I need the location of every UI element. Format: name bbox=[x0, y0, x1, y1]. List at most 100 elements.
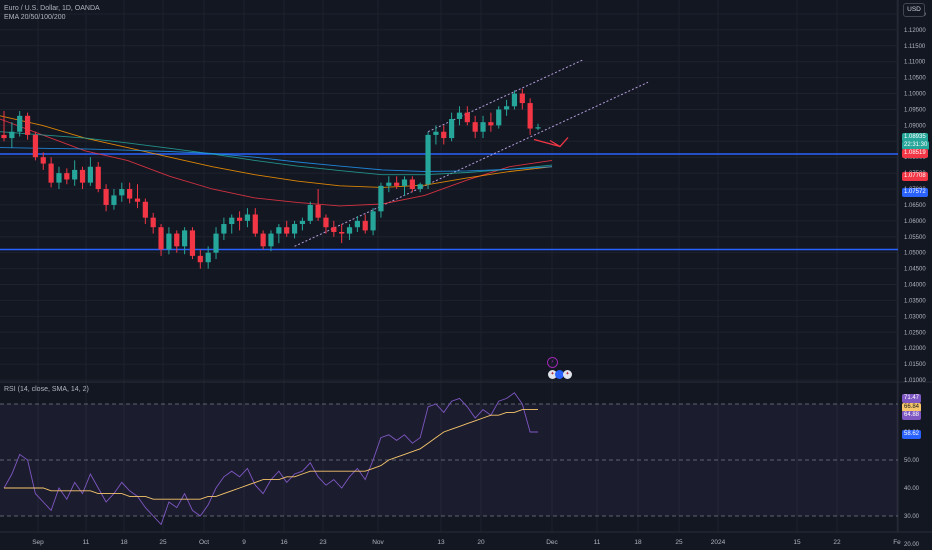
candle-body bbox=[307, 204, 313, 221]
ema-line bbox=[0, 115, 553, 188]
time-axis-label: 15 bbox=[793, 539, 801, 546]
level-badge-blue: 1.07572 bbox=[902, 188, 928, 197]
price-tick-label: 1.04500 bbox=[904, 267, 926, 273]
level-badge-red-2: 1.07708 bbox=[902, 172, 928, 181]
candle-body bbox=[409, 179, 415, 190]
support-resistance-lines[interactable] bbox=[0, 153, 898, 251]
rsi-value-badge: 58.62 bbox=[902, 430, 922, 439]
candle-body bbox=[488, 122, 494, 126]
candle-body bbox=[449, 118, 455, 139]
candle-body bbox=[213, 233, 219, 253]
price-tick-label: 1.01500 bbox=[904, 362, 926, 368]
time-axis-label: 18 bbox=[120, 539, 128, 546]
rsi-tick-label: 50.00 bbox=[904, 458, 920, 464]
candles bbox=[1, 88, 541, 269]
candle-body bbox=[56, 173, 62, 183]
time-axis-label: Fe bbox=[893, 539, 901, 546]
candle-body bbox=[174, 233, 180, 247]
rsi-legend[interactable]: RSI (14, close, SMA, 14, 2) bbox=[4, 386, 89, 393]
candle-body bbox=[323, 217, 329, 228]
candle-body bbox=[354, 220, 360, 228]
ema-line bbox=[0, 131, 553, 176]
time-axis-label: 18 bbox=[634, 539, 642, 546]
price-tick-label: 1.09500 bbox=[904, 107, 926, 113]
price-tick-label: 1.04000 bbox=[904, 283, 926, 289]
price-tick-label: 1.05500 bbox=[904, 235, 926, 241]
price-tick-label: 1.11500 bbox=[904, 44, 926, 50]
price-tick-label: 1.10000 bbox=[904, 92, 926, 98]
arrow-annotation-head bbox=[549, 137, 569, 148]
candle-body bbox=[87, 166, 93, 183]
event-marker-icon[interactable]: ⚡ bbox=[547, 357, 558, 368]
candle-body bbox=[40, 157, 46, 164]
candle-body bbox=[111, 195, 117, 205]
candle-body bbox=[535, 127, 541, 129]
annotations[interactable] bbox=[533, 137, 569, 148]
candle-body bbox=[79, 169, 86, 183]
level-badge-red-1: 1.08519 bbox=[902, 149, 928, 158]
eu-flag-icon[interactable] bbox=[555, 370, 564, 379]
candle-body bbox=[386, 182, 392, 186]
candle-body bbox=[17, 115, 23, 132]
candle-body bbox=[378, 185, 384, 212]
candle-body bbox=[480, 122, 486, 132]
time-axis-label: 2024 bbox=[710, 539, 726, 546]
candle-body bbox=[32, 134, 39, 158]
candle-body bbox=[503, 106, 510, 110]
channel-lower-line bbox=[294, 81, 649, 247]
candle-body bbox=[276, 227, 282, 234]
price-tick-label: 1.03500 bbox=[904, 298, 926, 304]
candle-body bbox=[425, 134, 431, 185]
time-axis-label: Nov bbox=[372, 539, 384, 546]
candle-body bbox=[299, 220, 306, 225]
time-axis-label: Oct bbox=[198, 539, 210, 546]
rsi-tick-label: 40.00 bbox=[904, 486, 920, 492]
candle-body bbox=[142, 201, 148, 218]
candle-body bbox=[236, 217, 243, 221]
price-tick-label: 1.03000 bbox=[904, 314, 926, 320]
candle-body bbox=[417, 184, 423, 190]
price-tick-label: 1.10500 bbox=[904, 76, 926, 82]
time-axis-label: 25 bbox=[675, 539, 683, 546]
ema-line bbox=[0, 147, 553, 172]
price-tick-label: 1.01000 bbox=[904, 378, 926, 384]
currency-button[interactable]: USD bbox=[903, 3, 925, 17]
rsi-badge-lower: 64.88 bbox=[902, 411, 922, 420]
candle-body bbox=[370, 211, 376, 231]
candle-body bbox=[24, 115, 31, 135]
time-axis-label: Dec bbox=[546, 539, 558, 546]
candle-body bbox=[205, 252, 211, 263]
candle-body bbox=[284, 227, 290, 234]
rsi-ma-badge: 66.84 bbox=[902, 403, 922, 412]
arrow-annotation-line bbox=[533, 138, 561, 148]
indicator-legend[interactable]: EMA 20/50/100/200 bbox=[4, 14, 66, 21]
symbol-title[interactable]: Euro / U.S. Dollar, 1D, OANDA bbox=[4, 5, 100, 12]
candle-body bbox=[229, 217, 235, 225]
price-tick-label: 1.02500 bbox=[904, 330, 926, 336]
candle-body bbox=[456, 112, 463, 119]
time-axis-label: 9 bbox=[242, 539, 246, 546]
candle-body bbox=[331, 227, 337, 232]
price-tick-label: 1.08000 bbox=[904, 155, 926, 161]
rsi-tick-label: 20.00 bbox=[904, 542, 920, 548]
price-tick-label: 1.05000 bbox=[904, 251, 926, 257]
time-axis-label: 25 bbox=[159, 539, 167, 546]
candle-body bbox=[394, 182, 400, 186]
price-axis[interactable]: 1.125001.120001.115001.110001.105001.100… bbox=[904, 12, 926, 384]
time-axis-label: Sep bbox=[32, 539, 44, 546]
trend-channel[interactable] bbox=[294, 58, 649, 247]
candle-body bbox=[260, 233, 266, 247]
candle-body bbox=[48, 163, 54, 183]
candle-body bbox=[362, 220, 368, 231]
grid bbox=[0, 0, 932, 533]
rsi-ma-line bbox=[4, 409, 538, 500]
time-axis-label: 13 bbox=[437, 539, 445, 546]
candle-body bbox=[127, 189, 133, 199]
candle-body bbox=[119, 189, 125, 196]
price-tick-label: 1.12000 bbox=[904, 28, 926, 34]
rsi-badge-upper: 71.47 bbox=[902, 394, 922, 403]
us-flag-icon[interactable]: ✦ bbox=[548, 370, 557, 379]
us-flag-icon[interactable]: ✦ bbox=[563, 370, 572, 379]
